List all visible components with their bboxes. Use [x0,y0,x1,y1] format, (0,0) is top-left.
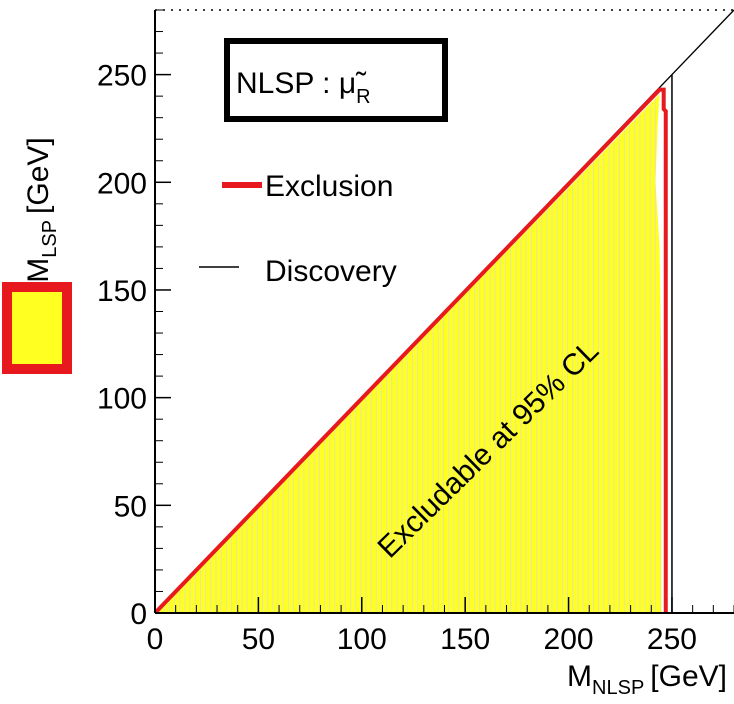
y-tick-label: 50 [114,490,147,523]
series-lines-group [153,9,734,615]
legend-fill-swatch [2,282,72,374]
x-tick-label: 0 [147,623,164,656]
x-tick-label: 100 [337,623,387,656]
y-tick-label: 250 [97,60,147,93]
y-tick-label: 200 [97,167,147,200]
model-label-text: NLSP : μ̃R [236,67,371,108]
legend-exclusion-label: Exclusion [265,170,393,203]
x-tick-label: 50 [242,623,275,656]
legend-discovery-label: Discovery [265,255,397,288]
x-tick-label: 250 [647,623,697,656]
ticks-group [154,9,734,614]
y-tick-label: 150 [97,275,147,308]
tick-labels-group: 0 50 100 150 200 250 0 50 100 150 200 250 [97,60,697,656]
x-axis-label: MNLSP [GeV] [567,660,727,699]
legend: Exclusion Discovery [199,170,397,288]
model-label-box: NLSP : μ̃R [224,38,448,122]
exclusion-contour [153,87,668,615]
y-tick-label: 100 [97,383,147,416]
x-tick-label: 150 [440,623,490,656]
model-label-frame [224,38,448,122]
x-tick-label: 200 [544,623,594,656]
y-tick-label: 0 [130,598,147,631]
y-axis-label: MLSP[GeV] [22,137,61,283]
